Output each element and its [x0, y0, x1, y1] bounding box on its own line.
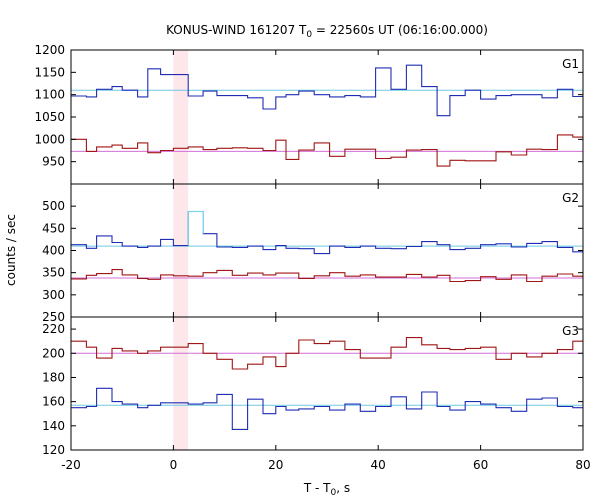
x-axis-label: T - T0, s: [303, 481, 350, 498]
g2-series-low: [71, 269, 583, 283]
g3-panel-label: G3: [562, 324, 579, 338]
g3-y-tick-label: 220: [42, 322, 65, 336]
g2-y-tick-label: 350: [42, 266, 65, 280]
g2-series-high: [71, 210, 583, 255]
g1-y-tick-label: 950: [42, 155, 65, 169]
g1-y-tick-label: 1100: [34, 88, 65, 102]
g2-y-tick-label: 250: [42, 310, 65, 324]
x-tick-label: 0: [170, 458, 178, 472]
x-tick-label: 40: [371, 458, 386, 472]
g2-panel-label: G2: [562, 191, 579, 205]
g1-series-high: [71, 64, 583, 117]
g1-y-tick-label: 1050: [34, 110, 65, 124]
g1-panel-label: G1: [562, 57, 579, 71]
g1-series-low: [71, 134, 583, 167]
g2-y-tick-label: 400: [42, 244, 65, 258]
chart-title: KONUS-WIND 161207 T0 = 22560s UT (06:16:…: [166, 23, 488, 40]
g3-y-tick-label: 180: [42, 370, 65, 384]
x-tick-label: 80: [575, 458, 590, 472]
g3-panel-frame: [70, 316, 584, 451]
g2-y-tick-label: 500: [42, 199, 65, 213]
g2-y-tick-label: 450: [42, 221, 65, 235]
g1-y-tick-label: 1000: [34, 132, 65, 146]
g3-y-tick-label: 160: [42, 395, 65, 409]
g3-series-low: [71, 337, 583, 370]
g3-y-tick-label: 200: [42, 346, 65, 360]
g2-panel-frame: [70, 183, 584, 318]
g1-y-tick-label: 1150: [34, 65, 65, 79]
g3-y-tick-label: 120: [42, 443, 65, 457]
g2-y-tick-label: 300: [42, 288, 65, 302]
g3-series-high: [71, 387, 583, 430]
x-tick-label: 20: [268, 458, 283, 472]
trigger-highlight-band: [173, 50, 189, 450]
y-axis-label: counts / sec: [4, 214, 18, 286]
x-tick-label: -20: [61, 458, 81, 472]
x-tick-label: 60: [473, 458, 488, 472]
panels-group: 95010001050110011501200G1250300350400450…: [34, 43, 590, 472]
g1-y-tick-label: 1200: [34, 43, 65, 57]
g3-y-tick-label: 140: [42, 419, 65, 433]
g2-peak-bin: [187, 210, 204, 246]
